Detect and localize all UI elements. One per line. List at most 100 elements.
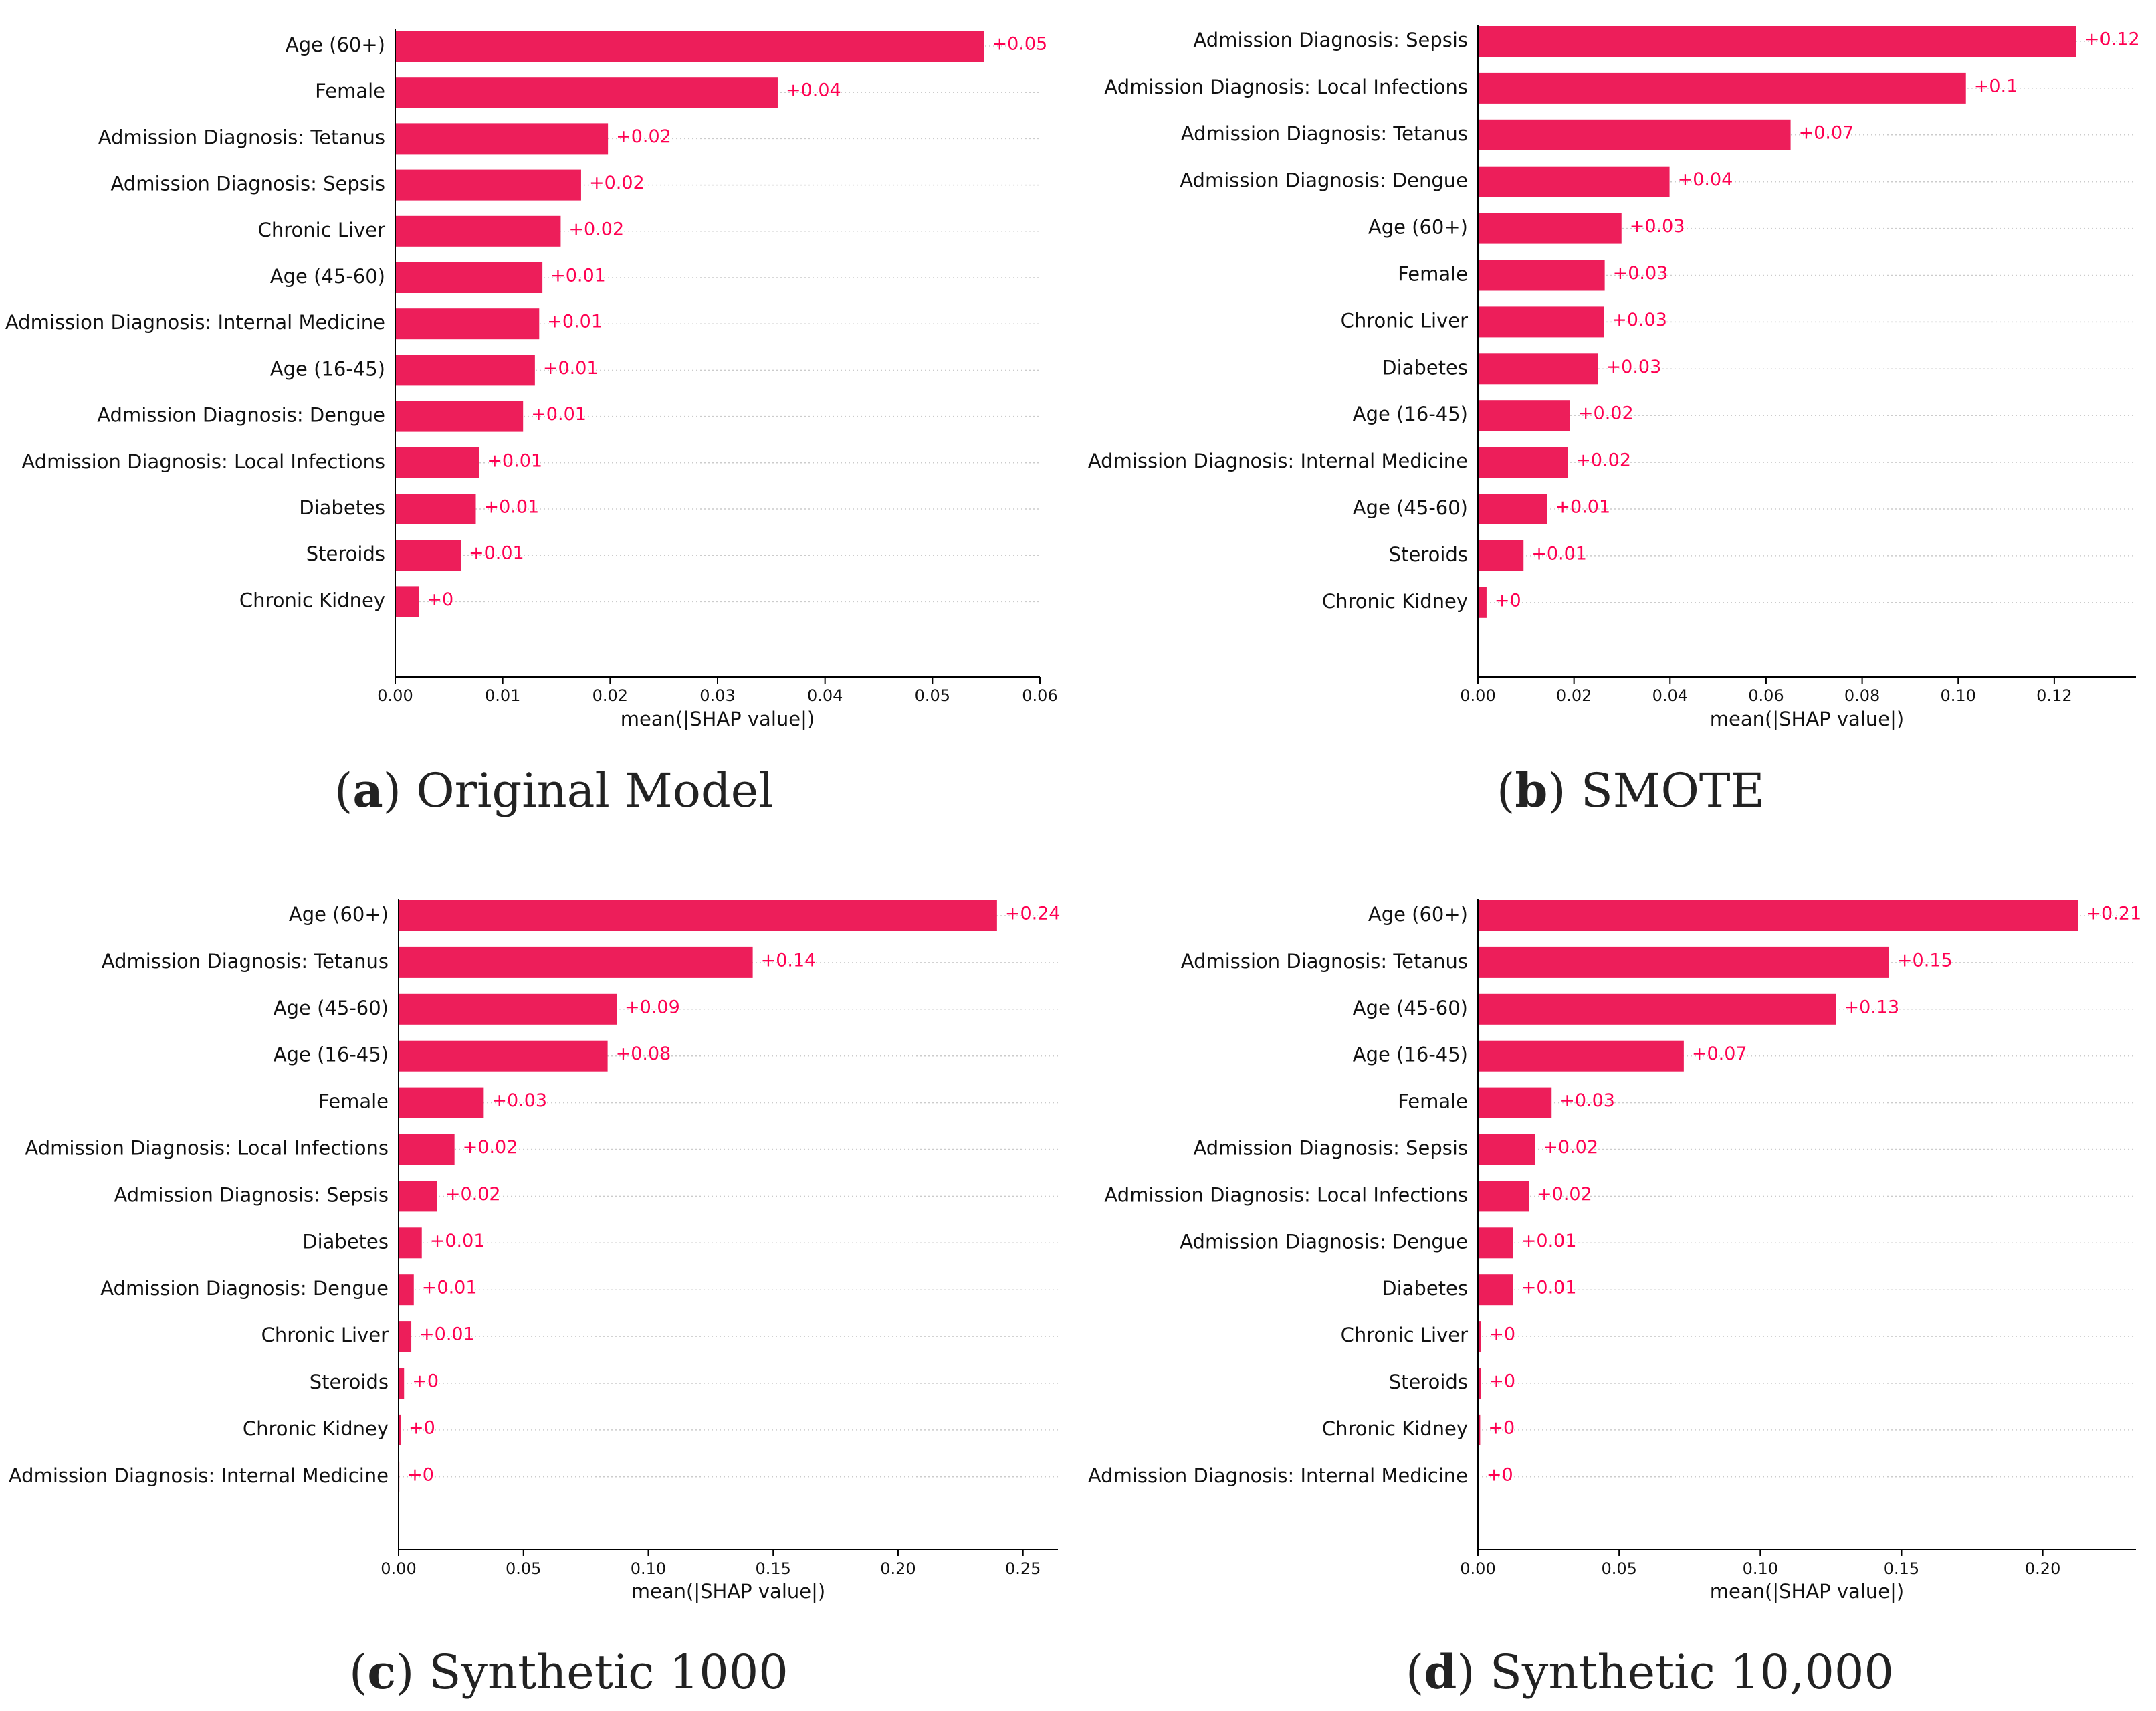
panel-b-feature-label: Age (45-60) [1353, 496, 1468, 519]
panel-b-value-label: +0.1 [1974, 76, 2018, 96]
panel-c-bar [399, 1181, 437, 1212]
panel-d-feature-label: Female [1398, 1090, 1468, 1113]
panel-c-value-label: +0.01 [430, 1231, 486, 1251]
caption-c-letter: c [367, 1644, 396, 1700]
panel-b-value-label: +0.03 [1606, 357, 1662, 377]
panel-a-bar [395, 31, 984, 62]
panel-a-value-label: +0.01 [543, 358, 599, 379]
panel-b-feature-label: Diabetes [1382, 356, 1468, 379]
panel-a-value-label: +0.04 [786, 80, 841, 101]
panel-a-feature-label: Steroids [306, 542, 385, 565]
panel-b-feature-label: Admission Diagnosis: Dengue [1180, 169, 1468, 192]
panel-b-feature-label: Chronic Kidney [1322, 590, 1468, 613]
panel-d-value-label: +0 [1489, 1324, 1515, 1345]
panel-c-feature-label: Admission Diagnosis: Dengue [100, 1277, 389, 1300]
panel-a-value-label: +0 [427, 589, 453, 610]
panel-d-bar [1478, 946, 1889, 978]
panel-a-value-label: +0.01 [469, 543, 524, 564]
panel-b-bar [1478, 540, 1524, 571]
chart-panel-d: Age (60+) +0.21 Admission Diagnosis: Tetan… [1088, 899, 2141, 1603]
panel-b-x-tick-label: 0.02 [1556, 686, 1592, 705]
panel-d-x-tick-label: 0.05 [1601, 1559, 1636, 1578]
panel-d-feature-label: Admission Diagnosis: Local Infections [1104, 1183, 1468, 1206]
caption-b-title: SMOTE [1580, 763, 1765, 818]
panel-b-value-label: +0.03 [1630, 216, 1685, 237]
panel-d-feature-label: Age (60+) [1368, 903, 1468, 926]
panel-b-x-tick-label: 0.00 [1460, 686, 1495, 705]
panel-c-value-label: +0 [412, 1371, 439, 1392]
panel-a-feature-label: Chronic Liver [258, 219, 385, 241]
panel-c-bar [399, 1274, 414, 1306]
panel-d-value-label: +0.21 [2086, 904, 2141, 924]
panel-a-x-tick-label: 0.00 [377, 686, 413, 705]
panel-c-x-tick-label: 0.15 [756, 1559, 791, 1578]
panel-c-feature-label: Diabetes [302, 1230, 389, 1253]
panel-b-feature-label: Female [1398, 263, 1468, 286]
panel-b-feature-label: Admission Diagnosis: Internal Medicine [1088, 449, 1468, 472]
caption-a-letter: a [352, 763, 383, 818]
panel-c-feature-label: Age (60+) [289, 903, 389, 926]
panel-d-feature-label: Admission Diagnosis: Tetanus [1181, 950, 1468, 973]
caption-c: (c) Synthetic 1000 [349, 1644, 788, 1700]
panel-b-x-tick-label: 0.06 [1748, 686, 1784, 705]
panel-d-feature-label: Diabetes [1382, 1277, 1468, 1300]
caption-d-letter: d [1424, 1644, 1457, 1700]
panel-c-value-label: +0.01 [419, 1324, 475, 1345]
panel-b-value-label: +0.01 [1531, 543, 1587, 564]
panel-b-feature-label: Admission Diagnosis: Local Infections [1104, 76, 1468, 98]
panel-a-feature-label: Age (45-60) [270, 265, 385, 288]
panel-d-bar [1478, 900, 2078, 931]
panel-b-bar [1478, 494, 1547, 524]
panel-d-feature-label: Admission Diagnosis: Internal Medicine [1088, 1464, 1468, 1487]
panel-a-value-label: +0.05 [992, 34, 1047, 55]
panel-c-value-label: +0.03 [492, 1090, 547, 1111]
panel-d-value-label: +0.15 [1897, 950, 1953, 971]
panel-c-value-label: +0.09 [625, 997, 680, 1017]
panel-b-bar [1478, 260, 1605, 291]
panel-d-bar [1478, 1274, 1513, 1306]
panel-a-x-tick-label: 0.02 [592, 686, 628, 705]
caption-c-title: Synthetic 1000 [429, 1645, 788, 1700]
panel-a-feature-label: Age (60+) [286, 33, 385, 56]
panel-b-x-tick-label: 0.08 [1844, 686, 1880, 705]
panel-d-bar [1478, 1181, 1529, 1212]
panel-d-bar [1478, 1414, 1481, 1445]
panel-a-bar [395, 494, 476, 524]
panel-c-value-label: +0.01 [422, 1278, 477, 1298]
panel-b-feature-label: Admission Diagnosis: Tetanus [1181, 122, 1468, 145]
panel-b-feature-label: Steroids [1389, 543, 1468, 566]
panel-a-x-axis-title: mean(|SHAP value|) [621, 708, 815, 730]
panel-d-x-tick-label: 0.00 [1460, 1559, 1495, 1578]
panel-c-value-label: +0.24 [1005, 904, 1061, 924]
panel-a-x-tick-label: 0.01 [485, 686, 520, 705]
panel-d-value-label: +0.13 [1844, 997, 1899, 1017]
panel-a-value-label: +0.01 [487, 450, 542, 471]
panel-b-value-label: +0.04 [1678, 169, 1733, 190]
panel-c-value-label: +0.08 [616, 1043, 671, 1064]
panel-b-x-axis-title: mean(|SHAP value|) [1710, 708, 1904, 730]
panel-b-x-tick-label: 0.12 [2036, 686, 2072, 705]
panel-a-feature-label: Admission Diagnosis: Local Infections [21, 450, 385, 473]
panel-b-x-tick-label: 0.10 [1941, 686, 1976, 705]
panel-a-value-label: +0.02 [589, 173, 645, 193]
panel-d-feature-label: Age (45-60) [1353, 997, 1468, 1019]
panel-d-feature-label: Chronic Kidney [1322, 1417, 1468, 1440]
panel-b-bar [1478, 587, 1487, 618]
panel-c-value-label: +0.02 [445, 1184, 501, 1205]
panel-c-bar [399, 1134, 455, 1165]
caption-b: (b) SMOTE [1497, 763, 1765, 818]
panel-b-bar [1478, 72, 1966, 104]
panel-d-feature-label: Chronic Liver [1341, 1324, 1468, 1346]
panel-a-value-label: +0.01 [550, 266, 606, 286]
panel-a-feature-label: Admission Diagnosis: Dengue [97, 404, 385, 427]
caption-b-letter: b [1515, 763, 1548, 818]
panel-b-bar [1478, 26, 2076, 57]
panel-c-bar [399, 1321, 412, 1352]
panel-c-feature-label: Age (45-60) [274, 997, 389, 1019]
panel-d-value-label: +0.01 [1521, 1278, 1577, 1298]
panel-a-bar [395, 540, 461, 571]
panel-b-value-label: +0.02 [1576, 450, 1631, 471]
panel-c-feature-label: Admission Diagnosis: Sepsis [114, 1183, 389, 1206]
caption-a: (a) Original Model [334, 763, 774, 818]
panel-a-bar [395, 401, 524, 432]
